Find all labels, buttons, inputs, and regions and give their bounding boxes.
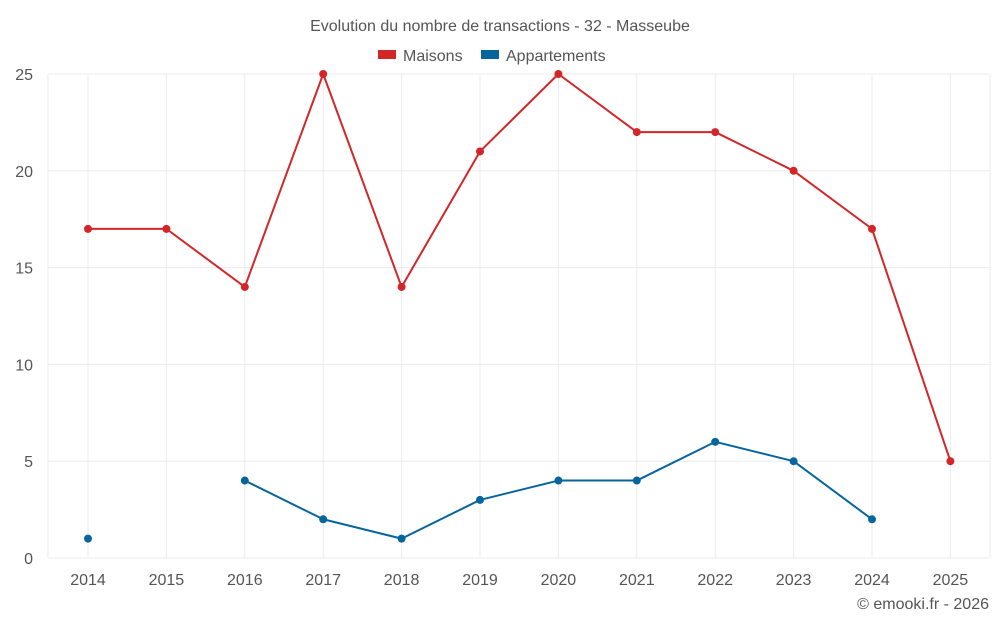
y-tick-label: 20: [15, 164, 33, 181]
series-appartements: [84, 437, 876, 543]
series: [84, 70, 955, 543]
x-tick-label: 2025: [933, 572, 969, 589]
y-tick-label: 25: [15, 67, 33, 84]
x-tick-label: 2015: [149, 572, 185, 589]
legend-item-maisons[interactable]: Maisons: [378, 48, 463, 65]
credit: © emooki.fr - 2026: [857, 596, 989, 613]
data-point-maisons[interactable]: [946, 457, 955, 466]
legend: Maisons Appartements: [378, 48, 606, 65]
data-point-maisons[interactable]: [632, 128, 641, 137]
data-point-maisons[interactable]: [711, 128, 720, 137]
legend-label-maisons: Maisons: [403, 48, 463, 65]
data-point-maisons[interactable]: [397, 282, 406, 291]
data-point-maisons[interactable]: [162, 224, 171, 233]
data-point-appartements[interactable]: [789, 457, 798, 466]
x-tick-label: 2016: [227, 572, 263, 589]
y-tick-label: 10: [15, 357, 33, 374]
data-point-appartements[interactable]: [554, 476, 563, 485]
x-tick-label: 2022: [697, 572, 733, 589]
y-tick-label: 5: [24, 454, 33, 471]
data-point-maisons[interactable]: [319, 70, 328, 78]
x-tick-label: 2021: [619, 572, 655, 589]
data-point-appartements[interactable]: [84, 534, 92, 543]
series-maisons: [84, 70, 955, 466]
legend-swatch-maisons: [378, 50, 396, 59]
data-point-maisons[interactable]: [240, 282, 249, 291]
x-tick-label: 2019: [462, 572, 498, 589]
data-point-appartements[interactable]: [868, 515, 876, 524]
data-point-maisons[interactable]: [789, 166, 798, 175]
grid: [47, 73, 991, 559]
y-tick-label: 15: [15, 261, 33, 278]
data-point-appartements[interactable]: [711, 437, 720, 446]
x-tick-label: 2018: [384, 572, 420, 589]
chart-title: Evolution du nombre de transactions - 32…: [310, 18, 690, 35]
data-point-maisons[interactable]: [476, 147, 484, 156]
x-tick-label: 2023: [776, 572, 812, 589]
data-point-appartements[interactable]: [240, 476, 249, 485]
x-tick-label: 2014: [70, 572, 106, 589]
legend-item-appartements[interactable]: Appartements: [481, 48, 606, 65]
data-point-appartements[interactable]: [632, 476, 641, 485]
series-line-maisons: [88, 73, 952, 462]
x-tick-label: 2024: [854, 572, 890, 589]
data-point-maisons[interactable]: [554, 70, 563, 78]
data-point-appartements[interactable]: [397, 534, 406, 543]
data-point-maisons[interactable]: [868, 224, 876, 233]
x-tick-label: 2017: [305, 572, 341, 589]
legend-label-appartements: Appartements: [506, 48, 606, 65]
data-point-maisons[interactable]: [84, 224, 92, 233]
data-point-appartements[interactable]: [319, 515, 328, 524]
data-point-appartements[interactable]: [476, 495, 484, 504]
y-tick-label: 0: [24, 551, 33, 568]
x-tick-label: 2020: [541, 572, 577, 589]
legend-swatch-appartements: [481, 50, 499, 59]
